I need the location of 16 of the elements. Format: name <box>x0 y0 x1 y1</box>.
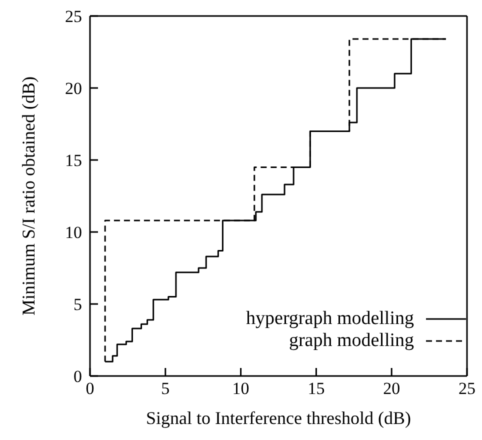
x-tick-label: 5 <box>161 379 170 398</box>
x-axis-title: Signal to Interference threshold (dB) <box>146 408 411 428</box>
legend-label: hypergraph modelling <box>246 308 414 330</box>
x-tick-label: 0 <box>86 379 94 398</box>
x-tick-label: 15 <box>308 379 325 398</box>
y-tick-label: 5 <box>74 295 82 314</box>
y-tick-label: 20 <box>65 79 82 98</box>
y-axis-title: Minimum S/I ratio obtained (dB) <box>18 76 38 316</box>
x-tick-label: 25 <box>458 379 476 398</box>
x-tick-label: 20 <box>383 379 400 398</box>
y-tick-label: 0 <box>74 367 82 386</box>
legend-label: graph modelling <box>288 330 414 352</box>
x-tick-label: 10 <box>232 379 250 398</box>
y-tick-label: 10 <box>65 223 82 242</box>
y-tick-label: 15 <box>65 151 82 170</box>
y-tick-label: 25 <box>65 7 82 26</box>
